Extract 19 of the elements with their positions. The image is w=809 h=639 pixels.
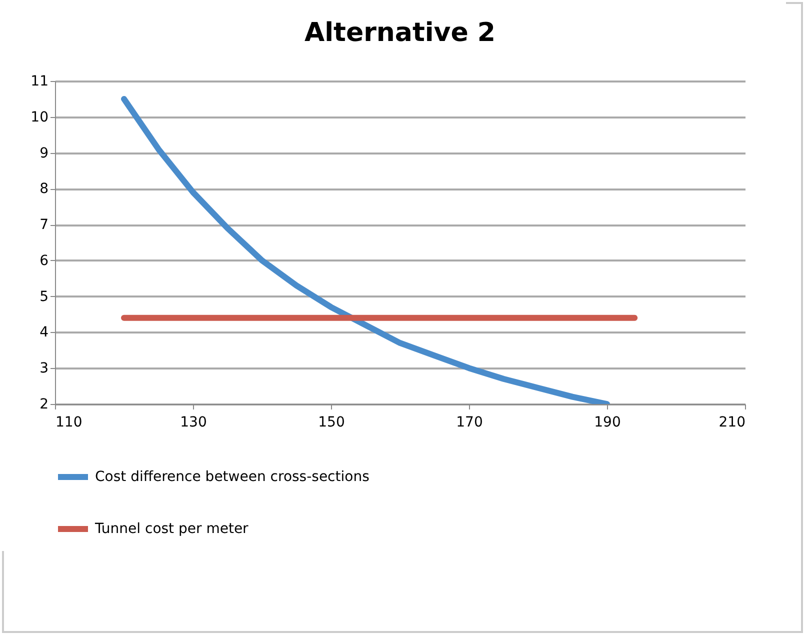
legend-label: Tunnel cost per meter (94, 521, 249, 537)
legend-label: Cost difference between cross-sections (95, 469, 370, 485)
y-tick-label: 11 (30, 74, 48, 90)
x-tick-label: 150 (318, 414, 345, 430)
y-tick-label: 4 (40, 324, 49, 341)
x-tick-label: 130 (180, 414, 207, 430)
y-tick-label: 5 (40, 288, 48, 305)
chart-title: Alternative 2 (304, 18, 496, 48)
y-tick-label: 2 (40, 396, 48, 412)
y-tick-label: 6 (40, 252, 49, 269)
y-tick-label: 10 (30, 109, 48, 126)
y-tick-label: 9 (40, 145, 48, 162)
y-tick-label: 7 (40, 217, 48, 234)
x-tick-label: 210 (718, 414, 746, 430)
y-tick-label: 3 (40, 360, 48, 377)
x-tick-label: 190 (594, 414, 621, 430)
x-tick-label: 110 (56, 414, 82, 430)
y-tick-label: 8 (40, 181, 48, 198)
x-tick-label: 170 (456, 414, 483, 430)
